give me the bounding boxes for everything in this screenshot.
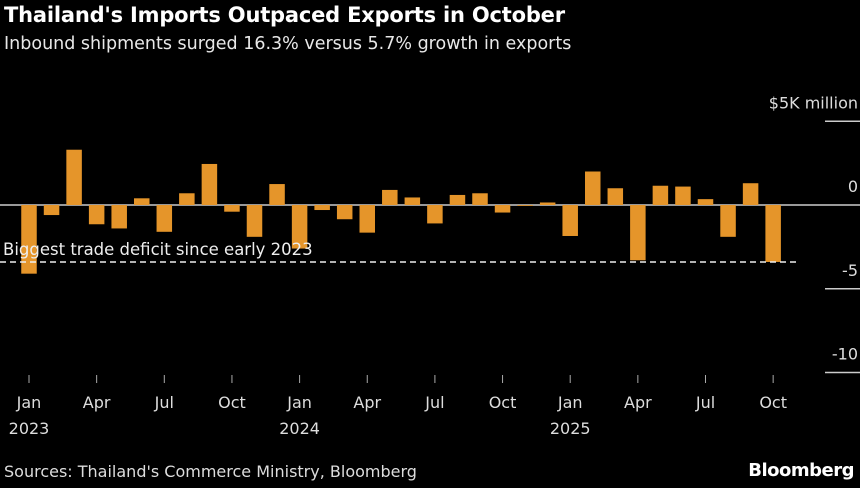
x-tick-label: Jan: [16, 393, 42, 412]
x-tick-label: Jul: [695, 393, 715, 412]
bar: [427, 205, 443, 224]
bar-chart: $5K million 0 -5 -10 Biggest trade deficit s…: [0, 93, 860, 438]
x-tick-label: Oct: [489, 393, 517, 412]
bar: [291, 205, 308, 249]
bar: [134, 198, 150, 205]
bar: [269, 184, 285, 205]
x-tick-label: Jul: [424, 393, 444, 412]
bar: [246, 205, 263, 237]
x-year-label: 2023: [9, 419, 50, 438]
bar: [88, 205, 105, 225]
bar: [742, 183, 759, 205]
y-tick-label: -10: [832, 345, 858, 364]
bar: [336, 205, 353, 220]
x-tick-label: Jul: [154, 393, 174, 412]
x-tick-label: Apr: [353, 393, 381, 412]
bar: [652, 185, 669, 205]
bar: [517, 205, 533, 206]
bar: [720, 205, 736, 237]
bar: [404, 197, 421, 205]
bar: [472, 193, 488, 205]
y-tick-label: $5K million: [769, 93, 858, 112]
bar: [156, 205, 173, 232]
bar: [562, 205, 578, 236]
bar: [539, 202, 556, 205]
bar: [675, 186, 691, 205]
bar: [43, 205, 60, 216]
bar: [765, 205, 781, 262]
bar: [66, 149, 82, 205]
source-note: Sources: Thailand's Commerce Ministry, B…: [4, 462, 417, 481]
bar: [359, 205, 375, 233]
chart-title: Thailand's Imports Outpaced Exports in O…: [4, 3, 565, 27]
y-tick-label: 0: [848, 177, 858, 196]
bar: [607, 188, 624, 205]
bar: [697, 199, 714, 205]
x-tick-label: Oct: [218, 393, 246, 412]
x-tick-label: Oct: [759, 393, 787, 412]
bar: [224, 205, 240, 212]
bar: [494, 205, 511, 213]
x-year-label: 2025: [550, 419, 591, 438]
bar: [314, 205, 330, 211]
x-tick-label: Apr: [624, 393, 652, 412]
annotation-text: Biggest trade deficit since early 2023: [3, 240, 313, 259]
bar: [382, 189, 398, 205]
bar: [449, 194, 466, 205]
bar: [111, 205, 127, 229]
bar: [21, 205, 37, 274]
x-year-label: 2024: [279, 419, 320, 438]
chart-subtitle: Inbound shipments surged 16.3% versus 5.…: [4, 34, 572, 54]
x-tick-label: Jan: [557, 393, 583, 412]
y-tick-label: -5: [842, 261, 858, 280]
bloomberg-logo: Bloomberg: [748, 460, 854, 481]
x-tick-label: Jan: [286, 393, 312, 412]
bar: [201, 163, 218, 205]
bar: [585, 171, 601, 205]
bar: [630, 205, 646, 261]
x-tick-label: Apr: [83, 393, 111, 412]
bar: [179, 193, 195, 205]
